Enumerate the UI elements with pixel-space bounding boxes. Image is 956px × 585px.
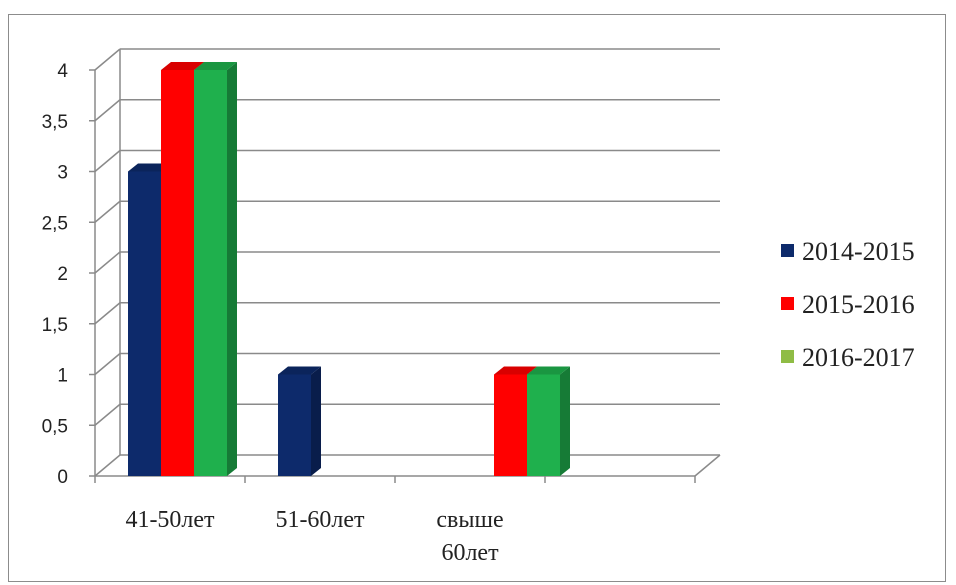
gridline-side bbox=[94, 352, 121, 376]
y-tick-label: 3,5 bbox=[42, 112, 68, 133]
gridline-side bbox=[94, 251, 121, 274]
legend-label: 2015-2016 bbox=[802, 290, 915, 319]
bar-front bbox=[194, 70, 227, 476]
bar-top bbox=[194, 62, 237, 70]
legend-swatch bbox=[781, 244, 794, 257]
y-tick-label: 2 bbox=[57, 264, 68, 285]
legend-label: 2016-2017 bbox=[802, 343, 915, 372]
x-category-label: 51-60лет bbox=[275, 507, 365, 533]
bar-front bbox=[278, 374, 311, 476]
bar-2016-2017-свыше 60лет bbox=[527, 366, 570, 476]
y-tick-label: 2,5 bbox=[42, 213, 68, 234]
gridline-side bbox=[94, 99, 121, 122]
gridline-side bbox=[94, 454, 121, 477]
bar-side bbox=[311, 366, 321, 476]
y-tick-label: 0,5 bbox=[42, 416, 68, 437]
legend-item: 2014-2015 bbox=[781, 237, 915, 266]
x-category-label: свыше 60лет bbox=[436, 507, 503, 566]
legend-swatch bbox=[781, 350, 794, 363]
bar-front bbox=[494, 374, 527, 476]
legend-item: 2015-2016 bbox=[781, 290, 915, 319]
gridline-side bbox=[94, 302, 121, 325]
bar-top bbox=[527, 366, 570, 375]
bar-side bbox=[560, 366, 570, 476]
x-category-label: 41-50лет bbox=[125, 507, 215, 533]
gridline-side bbox=[94, 149, 121, 173]
floor-edge bbox=[694, 454, 721, 477]
y-tick-label: 3 bbox=[57, 163, 68, 184]
y-tick-label: 1 bbox=[57, 366, 68, 387]
bar-front bbox=[527, 374, 560, 476]
gridline-side bbox=[94, 48, 121, 71]
y-tick-label: 1,5 bbox=[42, 315, 68, 336]
gridline-side bbox=[94, 200, 121, 223]
bar-side bbox=[227, 62, 237, 476]
bar-2016-2017-41-50лет bbox=[194, 62, 237, 476]
bar-top bbox=[128, 163, 171, 172]
bar-top bbox=[161, 62, 204, 70]
bar-top bbox=[278, 366, 321, 375]
bar-top bbox=[494, 366, 537, 375]
bars bbox=[128, 62, 570, 476]
legend-item: 2016-2017 bbox=[781, 343, 915, 372]
bar-front bbox=[128, 171, 161, 476]
y-tick-label: 0 bbox=[57, 467, 68, 488]
bar-2014-2015-51-60лет bbox=[278, 366, 321, 476]
y-tick-label: 4 bbox=[57, 61, 68, 82]
bar-front bbox=[161, 70, 194, 476]
legend: 2014-2015 2015-2016 2016-2017 bbox=[781, 237, 915, 372]
labels: 0 0,5 1 1,5 2 2,5 3 3,5 4 41-50лет 51-60лет свыше 60… bbox=[42, 61, 504, 566]
legend-swatch bbox=[781, 297, 794, 310]
gridline-side bbox=[94, 403, 121, 426]
legend-label: 2014-2015 bbox=[802, 237, 915, 266]
